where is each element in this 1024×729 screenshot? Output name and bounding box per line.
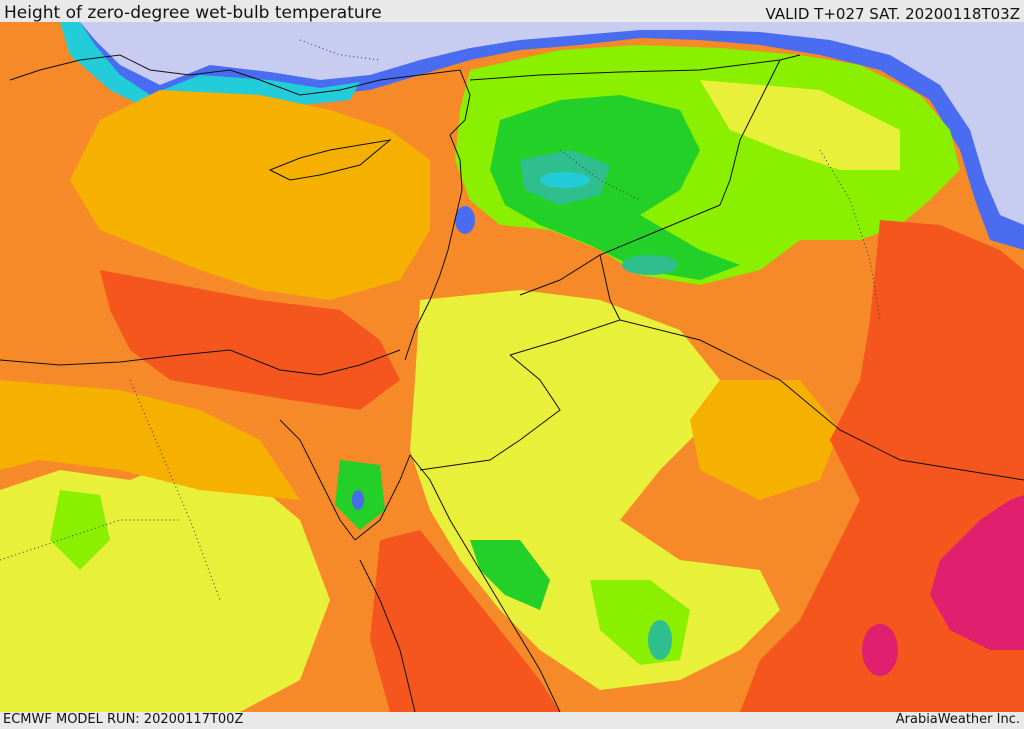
gold-arabia-east [690,380,840,500]
coastline-levant [404,134,463,361]
magenta-spot [862,624,898,676]
coastline-sinai-east [354,454,411,541]
coastline-redsea-east [409,454,561,712]
border-iraq-iran [719,59,781,206]
coastline-anatolia [9,54,471,136]
magenta-zone [930,495,1024,650]
red-med-band [100,270,400,410]
gold-med [70,90,430,300]
wet-bulb-map [0,22,1024,712]
header-bar: Height of zero-degree wet-bulb temperatu… [0,0,1024,23]
coastline-sinai-west [279,419,356,541]
green-hejaz [470,540,550,610]
border-turkey-syria [469,54,801,81]
map-title: Height of zero-degree wet-bulb temperatu… [4,3,382,23]
border-saudi-iraq [619,319,1024,481]
credit: ArabiaWeather Inc. [895,712,1020,727]
coastline-cyprus [268,139,392,181]
blue-sinai [352,490,364,510]
yellow-north [700,80,900,170]
coastline-egypt [0,349,401,376]
footer-bar: ECMWF MODEL RUN: 20200117T00Z ArabiaWeat… [0,712,1024,729]
dotted-line-4 [559,149,641,201]
blue-spot-lebanon [455,206,475,234]
cold-zone-lavender [80,22,1024,225]
coastline-redsea-west [359,559,416,712]
dotted-line-2 [0,519,180,561]
cyan-spot-syria [540,172,590,188]
teal-spot-iraq [622,255,678,275]
dotted-admin-lines [0,39,881,601]
border-saudi-north [419,354,561,471]
cold-zone-blue [60,22,1024,250]
cold-zone-cyan-edge [60,22,360,110]
green-africa [50,490,110,570]
borders [0,54,1024,712]
valid-time: VALID T+027 SAT. 20200118T03Z [765,5,1020,23]
model-run: ECMWF MODEL RUN: 20200117T00Z [3,712,244,727]
gold-africa [0,380,300,500]
teal-najd [648,620,672,660]
green-core [490,95,740,280]
red-redsea [370,530,560,712]
